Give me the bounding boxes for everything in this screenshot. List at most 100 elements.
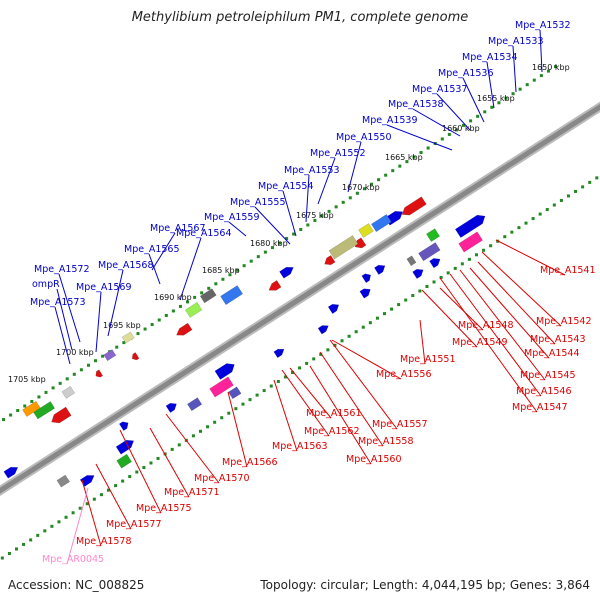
tick-mark-outer — [412, 155, 416, 159]
forward-gene-label[interactable]: Mpe_A1573 — [30, 297, 86, 308]
reverse-gene-label[interactable]: Mpe_A1548 — [458, 320, 514, 331]
forward-label-leader — [148, 253, 161, 285]
reverse-gene-label[interactable]: Mpe_A1575 — [136, 503, 192, 514]
reverse-gene-label[interactable]: Mpe_A1578 — [76, 536, 132, 547]
forward-gene-label[interactable]: Mpe_A1536 — [438, 68, 494, 79]
forward-gene-label[interactable]: Mpe_A1550 — [336, 132, 392, 143]
forward-gene-label[interactable]: Mpe_A1539 — [362, 115, 418, 126]
reverse-gene-label[interactable]: Mpe_A1542 — [536, 316, 592, 327]
forward-gene-label[interactable]: Mpe_A1559 — [204, 212, 260, 223]
gene-feature — [209, 376, 234, 398]
tick-mark-inner — [588, 180, 592, 184]
tick-mark-inner — [99, 493, 103, 497]
gene-feature — [121, 331, 135, 344]
forward-gene-label[interactable]: Mpe_A1553 — [284, 165, 340, 176]
forward-gene-label[interactable]: Mpe_A1565 — [124, 244, 180, 255]
tick-mark-inner — [7, 551, 11, 555]
tick-mark-outer — [101, 354, 105, 358]
reverse-gene-label[interactable]: Mpe_A1562 — [304, 426, 360, 437]
tick-mark-inner — [156, 456, 160, 460]
forward-gene-label[interactable]: Mpe_A1537 — [412, 84, 468, 95]
tick-mark-outer — [136, 332, 140, 336]
tick-mark-inner — [305, 361, 309, 365]
forward-gene-label[interactable]: Mpe_A1567 — [150, 223, 206, 234]
tick-mark-inner — [312, 357, 316, 361]
reverse-gene-label[interactable]: Mpe_A1549 — [452, 337, 508, 348]
forward-gene-label[interactable]: Mpe_A1533 — [488, 36, 544, 47]
forward-gene-label[interactable]: Mpe_A1534 — [462, 52, 518, 63]
forward-label-leader — [58, 273, 81, 343]
tick-mark-inner — [22, 542, 26, 546]
tick-mark-inner — [255, 393, 259, 397]
gene-feature — [273, 348, 285, 359]
tick-mark-inner — [460, 262, 464, 266]
tick-mark-inner — [142, 466, 146, 470]
reverse-gene-label[interactable]: Mpe_A1566 — [222, 457, 278, 468]
reverse-gene-label[interactable]: Mpe_A1546 — [516, 386, 572, 397]
forward-gene-label[interactable]: Mpe_A1532 — [515, 20, 571, 31]
forward-gene-label[interactable]: Mpe_A1564 — [176, 228, 232, 239]
gene-feature — [165, 402, 177, 413]
reverse-gene-label[interactable]: Mpe_A1560 — [346, 454, 402, 465]
tick-mark-outer — [377, 178, 381, 182]
forward-gene-label[interactable]: Mpe_A1555 — [230, 197, 286, 208]
forward-gene-label[interactable]: Mpe_A1552 — [310, 148, 366, 159]
reverse-gene-label[interactable]: Mpe_A1545 — [520, 370, 576, 381]
reverse-gene-label[interactable]: Mpe_A1558 — [358, 436, 414, 447]
forward-gene-label[interactable]: Mpe_A1568 — [98, 260, 154, 271]
forward-gene-label[interactable]: Mpe_A1538 — [388, 99, 444, 110]
tick-mark-inner — [326, 348, 330, 352]
reverse-gene-label[interactable]: Mpe_A1543 — [530, 334, 586, 345]
gene-feature — [354, 237, 367, 249]
tick-mark-inner — [566, 194, 570, 198]
tick-mark-inner — [106, 488, 110, 492]
reverse-gene-label[interactable]: Mpe_A1557 — [372, 419, 428, 430]
reverse-gene-label[interactable]: Mpe_A1563 — [272, 441, 328, 452]
reverse-gene-label[interactable]: Mpe_A1541 — [540, 265, 596, 276]
tick-mark-outer — [178, 304, 182, 308]
tick-mark-outer — [9, 413, 13, 417]
tick-mark-inner — [227, 411, 231, 415]
tick-mark-inner — [78, 506, 82, 510]
reverse-gene-label[interactable]: Mpe_A1556 — [376, 369, 432, 380]
tick-label: 1660 kbp — [442, 124, 480, 133]
tick-mark-outer — [122, 341, 126, 345]
reverse-gene-label[interactable]: Mpe_A1570 — [194, 473, 250, 484]
reverse-gene-label[interactable]: Mpe_A1551 — [400, 354, 456, 365]
forward-label-leader — [386, 124, 453, 151]
tick-mark-inner — [489, 244, 493, 248]
tick-mark-inner — [50, 524, 54, 528]
tick-mark-outer — [150, 323, 154, 327]
reverse-gene-label[interactable]: Mpe_A1577 — [106, 519, 162, 530]
reverse-gene-label[interactable]: Mpe_A1571 — [164, 487, 220, 498]
forward-gene-label[interactable]: Mpe_A1572 — [34, 264, 90, 275]
tick-mark-inner — [404, 298, 408, 302]
tick-label: 1665 kbp — [385, 153, 423, 162]
tick-mark-outer — [115, 345, 119, 349]
tick-mark-inner — [128, 475, 132, 479]
reverse-label-leader — [273, 379, 298, 452]
gene-feature — [358, 223, 374, 238]
tick-mark-inner — [439, 275, 443, 279]
gene-feature — [228, 386, 242, 400]
tick-mark-outer — [16, 409, 20, 413]
forward-gene-label[interactable]: Mpe_A1569 — [76, 282, 132, 293]
tick-mark-outer — [384, 173, 388, 177]
tick-mark-outer — [355, 191, 359, 195]
genome-title: Methylibium petroleiphilum PM1, complete… — [131, 10, 469, 25]
gene-feature — [51, 406, 72, 424]
reverse-gene-label[interactable]: Mpe_A1561 — [306, 408, 362, 419]
forward-gene-label[interactable]: Mpe_A1554 — [258, 181, 314, 192]
reverse-gene-label[interactable]: Mpe_A1544 — [524, 348, 580, 359]
tick-mark-inner — [482, 248, 486, 252]
tick-mark-inner — [135, 470, 139, 474]
tick-mark-outer — [426, 146, 430, 150]
tick-mark-outer — [221, 277, 225, 281]
rna-gene-label[interactable]: Mpe_AR0045 — [42, 554, 104, 565]
gene-feature — [33, 401, 56, 420]
tick-mark-outer — [405, 160, 409, 164]
forward-gene-label[interactable]: ompR — [32, 279, 60, 290]
forward-label-leader — [95, 291, 102, 353]
reverse-gene-label[interactable]: Mpe_A1547 — [512, 402, 568, 413]
